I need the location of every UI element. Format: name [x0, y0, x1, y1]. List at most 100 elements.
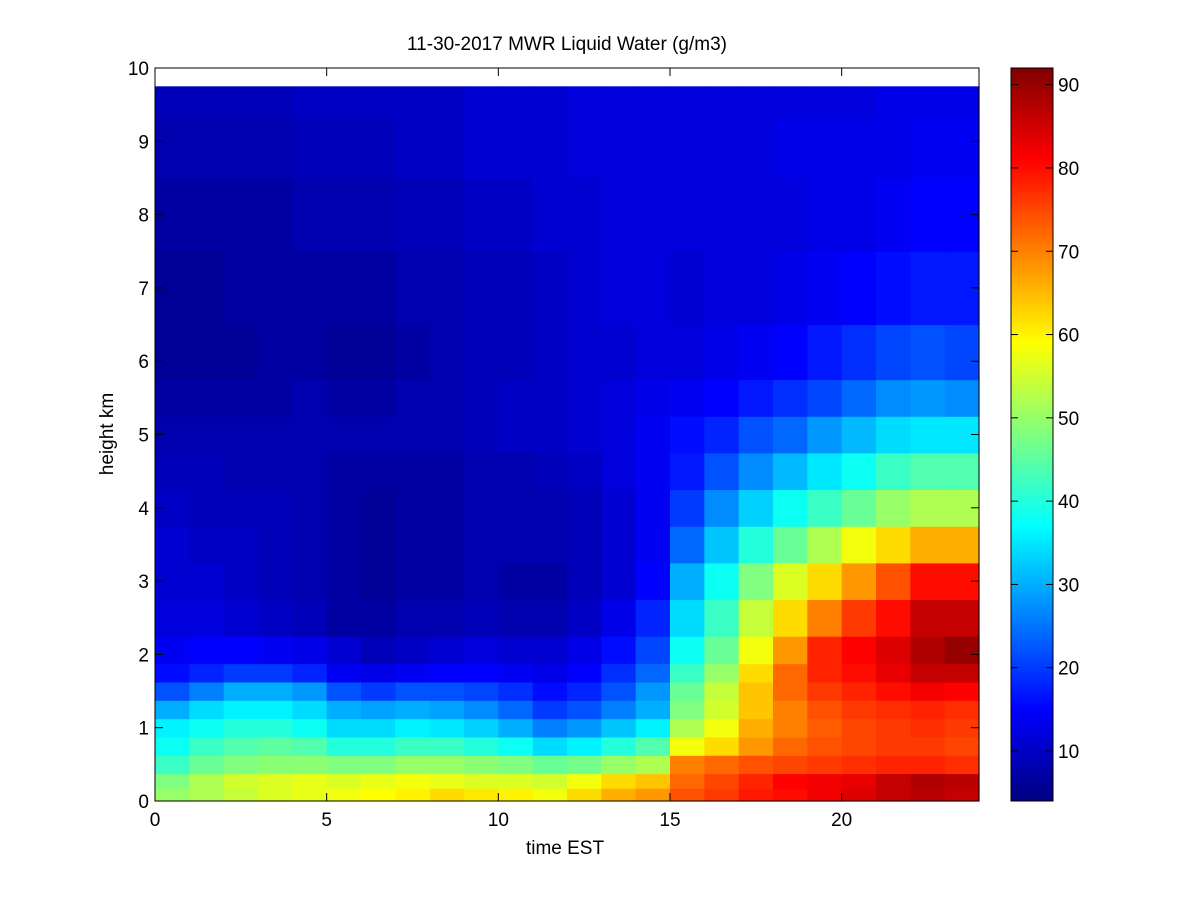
heatmap-cell [361, 526, 396, 564]
heatmap-cell [944, 718, 980, 738]
heatmap-cell [292, 599, 328, 637]
heatmap-cell [704, 788, 740, 802]
heatmap-cell [361, 416, 396, 454]
heatmap-cell [395, 718, 431, 738]
heatmap-cell [326, 452, 362, 491]
heatmap-cell [841, 773, 877, 789]
y-tick-label: 2 [138, 645, 149, 666]
heatmap-cell [601, 562, 637, 601]
heatmap-cell [944, 324, 980, 381]
heatmap-cell [841, 489, 877, 527]
heatmap-cell [670, 526, 705, 564]
heatmap-cell [189, 416, 225, 454]
heatmap-cell [189, 324, 225, 381]
heatmap-cell [155, 681, 190, 701]
heatmap-cell [532, 416, 568, 454]
heatmap-cell [258, 177, 293, 252]
heatmap-cell [807, 700, 843, 720]
heatmap-cell [326, 788, 362, 802]
heatmap-cell [258, 636, 293, 665]
heatmap-cell [258, 788, 293, 802]
heatmap-cell [773, 700, 808, 720]
heatmap-cell [876, 452, 911, 491]
heatmap-cell [635, 489, 671, 527]
heatmap-cell [567, 755, 602, 775]
heatmap-cell [155, 700, 190, 720]
heatmap-cell [910, 736, 946, 756]
heatmap-cell [704, 700, 740, 720]
heatmap-cell [361, 562, 396, 601]
heatmap-cell [841, 562, 877, 601]
heatmap-cell [635, 700, 671, 720]
heatmap-cell [464, 86, 499, 120]
heatmap-cell [738, 379, 774, 417]
heatmap-cell [326, 663, 362, 683]
heatmap-cell [292, 788, 328, 802]
heatmap-cell [395, 755, 431, 775]
heatmap-cell [361, 636, 396, 665]
heatmap-cell [635, 755, 671, 775]
heatmap-cell [361, 489, 396, 527]
heatmap-cell [429, 251, 465, 326]
heatmap-cell [876, 526, 911, 564]
heatmap-cell [876, 324, 911, 381]
heatmap-cell [876, 489, 911, 527]
colorbar-tick-label: 80 [1058, 159, 1079, 180]
heatmap-cell [189, 663, 225, 683]
heatmap-cell [155, 452, 190, 491]
heatmap-cell [498, 416, 534, 454]
heatmap-cell [601, 379, 637, 417]
heatmap-cell [738, 177, 774, 252]
heatmap-cell [395, 324, 431, 381]
heatmap-cell [773, 681, 808, 701]
heatmap-cell [464, 681, 499, 701]
heatmap-cell [189, 177, 225, 252]
colorbar-tick-label: 40 [1058, 492, 1079, 513]
heatmap-cell [429, 755, 465, 775]
heatmap-cell [498, 562, 534, 601]
heatmap-cell [910, 379, 946, 417]
heatmap-cell [361, 681, 396, 701]
heatmap-cell [601, 526, 637, 564]
heatmap-cell [498, 251, 534, 326]
heatmap-cell [601, 416, 637, 454]
heatmap-cell [155, 718, 190, 738]
heatmap-cell [567, 663, 602, 683]
heatmap-cell [223, 663, 259, 683]
heatmap-cell [532, 526, 568, 564]
heatmap-cell [464, 416, 499, 454]
heatmap-cell [395, 773, 431, 789]
heatmap-cell [155, 599, 190, 637]
heatmap-cell [704, 755, 740, 775]
heatmap-cell [464, 562, 499, 601]
heatmap-cell [738, 755, 774, 775]
heatmap-cell [635, 86, 671, 120]
heatmap-cell [944, 636, 980, 665]
heatmap-cell [498, 718, 534, 738]
colorbar-frame [1010, 67, 1054, 802]
heatmap-cell [498, 599, 534, 637]
heatmap-cell [635, 788, 671, 802]
heatmap-cell [738, 324, 774, 381]
heatmap-cell [326, 636, 362, 665]
heatmap-cell [601, 636, 637, 665]
heatmap-cell [567, 452, 602, 491]
heatmap-cell [155, 119, 190, 179]
heatmap-cell [361, 700, 396, 720]
heatmap-cell [635, 718, 671, 738]
heatmap-cell [841, 755, 877, 775]
heatmap-cell [532, 489, 568, 527]
heatmap-cell [223, 700, 259, 720]
heatmap-cell [704, 681, 740, 701]
heatmap-cell [498, 379, 534, 417]
heatmap-cell [704, 636, 740, 665]
heatmap-cell [773, 599, 808, 637]
heatmap-cell [567, 681, 602, 701]
heatmap-cell [498, 663, 534, 683]
heatmap-cell [361, 788, 396, 802]
heatmap-cell [670, 119, 705, 179]
heatmap-cell [910, 526, 946, 564]
heatmap-cell [670, 636, 705, 665]
heatmap-cell [223, 452, 259, 491]
heatmap-cell [189, 599, 225, 637]
